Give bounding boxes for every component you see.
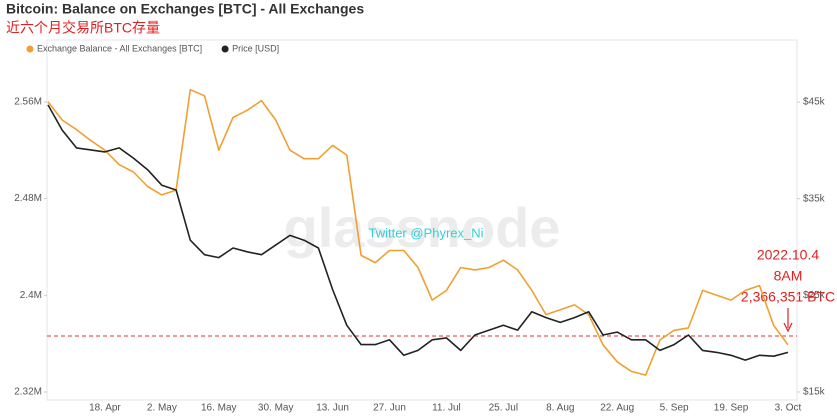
y-tick-label: 2.48M bbox=[14, 193, 42, 204]
y2-tick-label: $25k bbox=[803, 290, 826, 301]
chart-subtitle: 近六个月交易所BTC存量 bbox=[6, 20, 160, 36]
arrow-head bbox=[783, 322, 793, 333]
annotation: Twitter @Phyrex_Ni bbox=[368, 225, 483, 240]
legend-label: Price [USD] bbox=[232, 43, 279, 53]
plot-area bbox=[46, 39, 798, 401]
series-line bbox=[47, 104, 789, 361]
x-tick-label: 5. Sep bbox=[660, 403, 689, 414]
y-tick-label: 2.56M bbox=[14, 96, 42, 107]
x-tick-label: 16. May bbox=[201, 403, 237, 414]
x-tick-label: 3. Oct bbox=[775, 403, 802, 414]
legend-marker bbox=[221, 45, 229, 53]
watermark: glassnode bbox=[284, 196, 561, 259]
x-tick-label: 2. May bbox=[147, 403, 177, 414]
y-tick-label: 2.4M bbox=[20, 290, 42, 301]
x-tick-label: 11. Jul bbox=[432, 403, 461, 414]
y2-tick-label: $15k bbox=[803, 387, 826, 398]
legend-marker bbox=[26, 45, 34, 53]
legend-label: Exchange Balance - All Exchanges [BTC] bbox=[37, 43, 202, 53]
annotation: 8AM bbox=[774, 268, 803, 284]
x-tick-label: 13. Jun bbox=[316, 403, 349, 414]
y-tick-label: 2.32M bbox=[14, 387, 42, 398]
x-tick-label: 8. Aug bbox=[546, 403, 574, 414]
series-line bbox=[47, 88, 789, 376]
x-tick-label: 18. Apr bbox=[89, 403, 121, 414]
x-tick-label: 30. May bbox=[258, 403, 294, 414]
x-tick-label: 25. Jul bbox=[489, 403, 518, 414]
y2-tick-label: $45k bbox=[803, 97, 826, 108]
chart-title: Bitcoin: Balance on Exchanges [BTC] - Al… bbox=[6, 1, 364, 17]
annotation: 2022.10.4 bbox=[757, 247, 819, 263]
x-tick-label: 22. Aug bbox=[600, 403, 634, 414]
x-tick-label: 19. Sep bbox=[714, 403, 749, 414]
x-tick-label: 27. Jun bbox=[373, 403, 406, 414]
y2-tick-label: $35k bbox=[803, 193, 826, 204]
